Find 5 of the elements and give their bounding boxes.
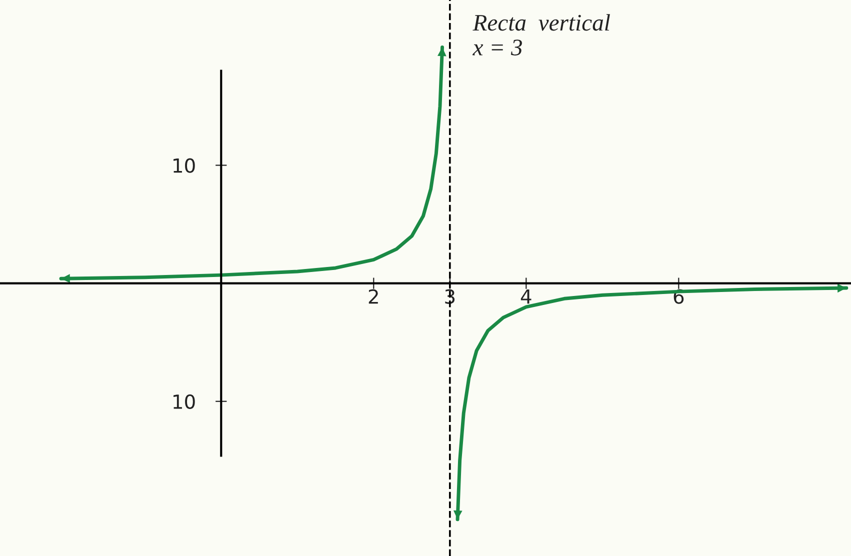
x-tick-label: 4 <box>520 289 532 304</box>
ref-line-label: Recta vertical x = 3 <box>472 14 610 56</box>
y-tick-label: 10 <box>174 394 195 410</box>
x-tick-label: 2 <box>368 289 378 304</box>
y-tick-label: 10 <box>174 158 195 173</box>
